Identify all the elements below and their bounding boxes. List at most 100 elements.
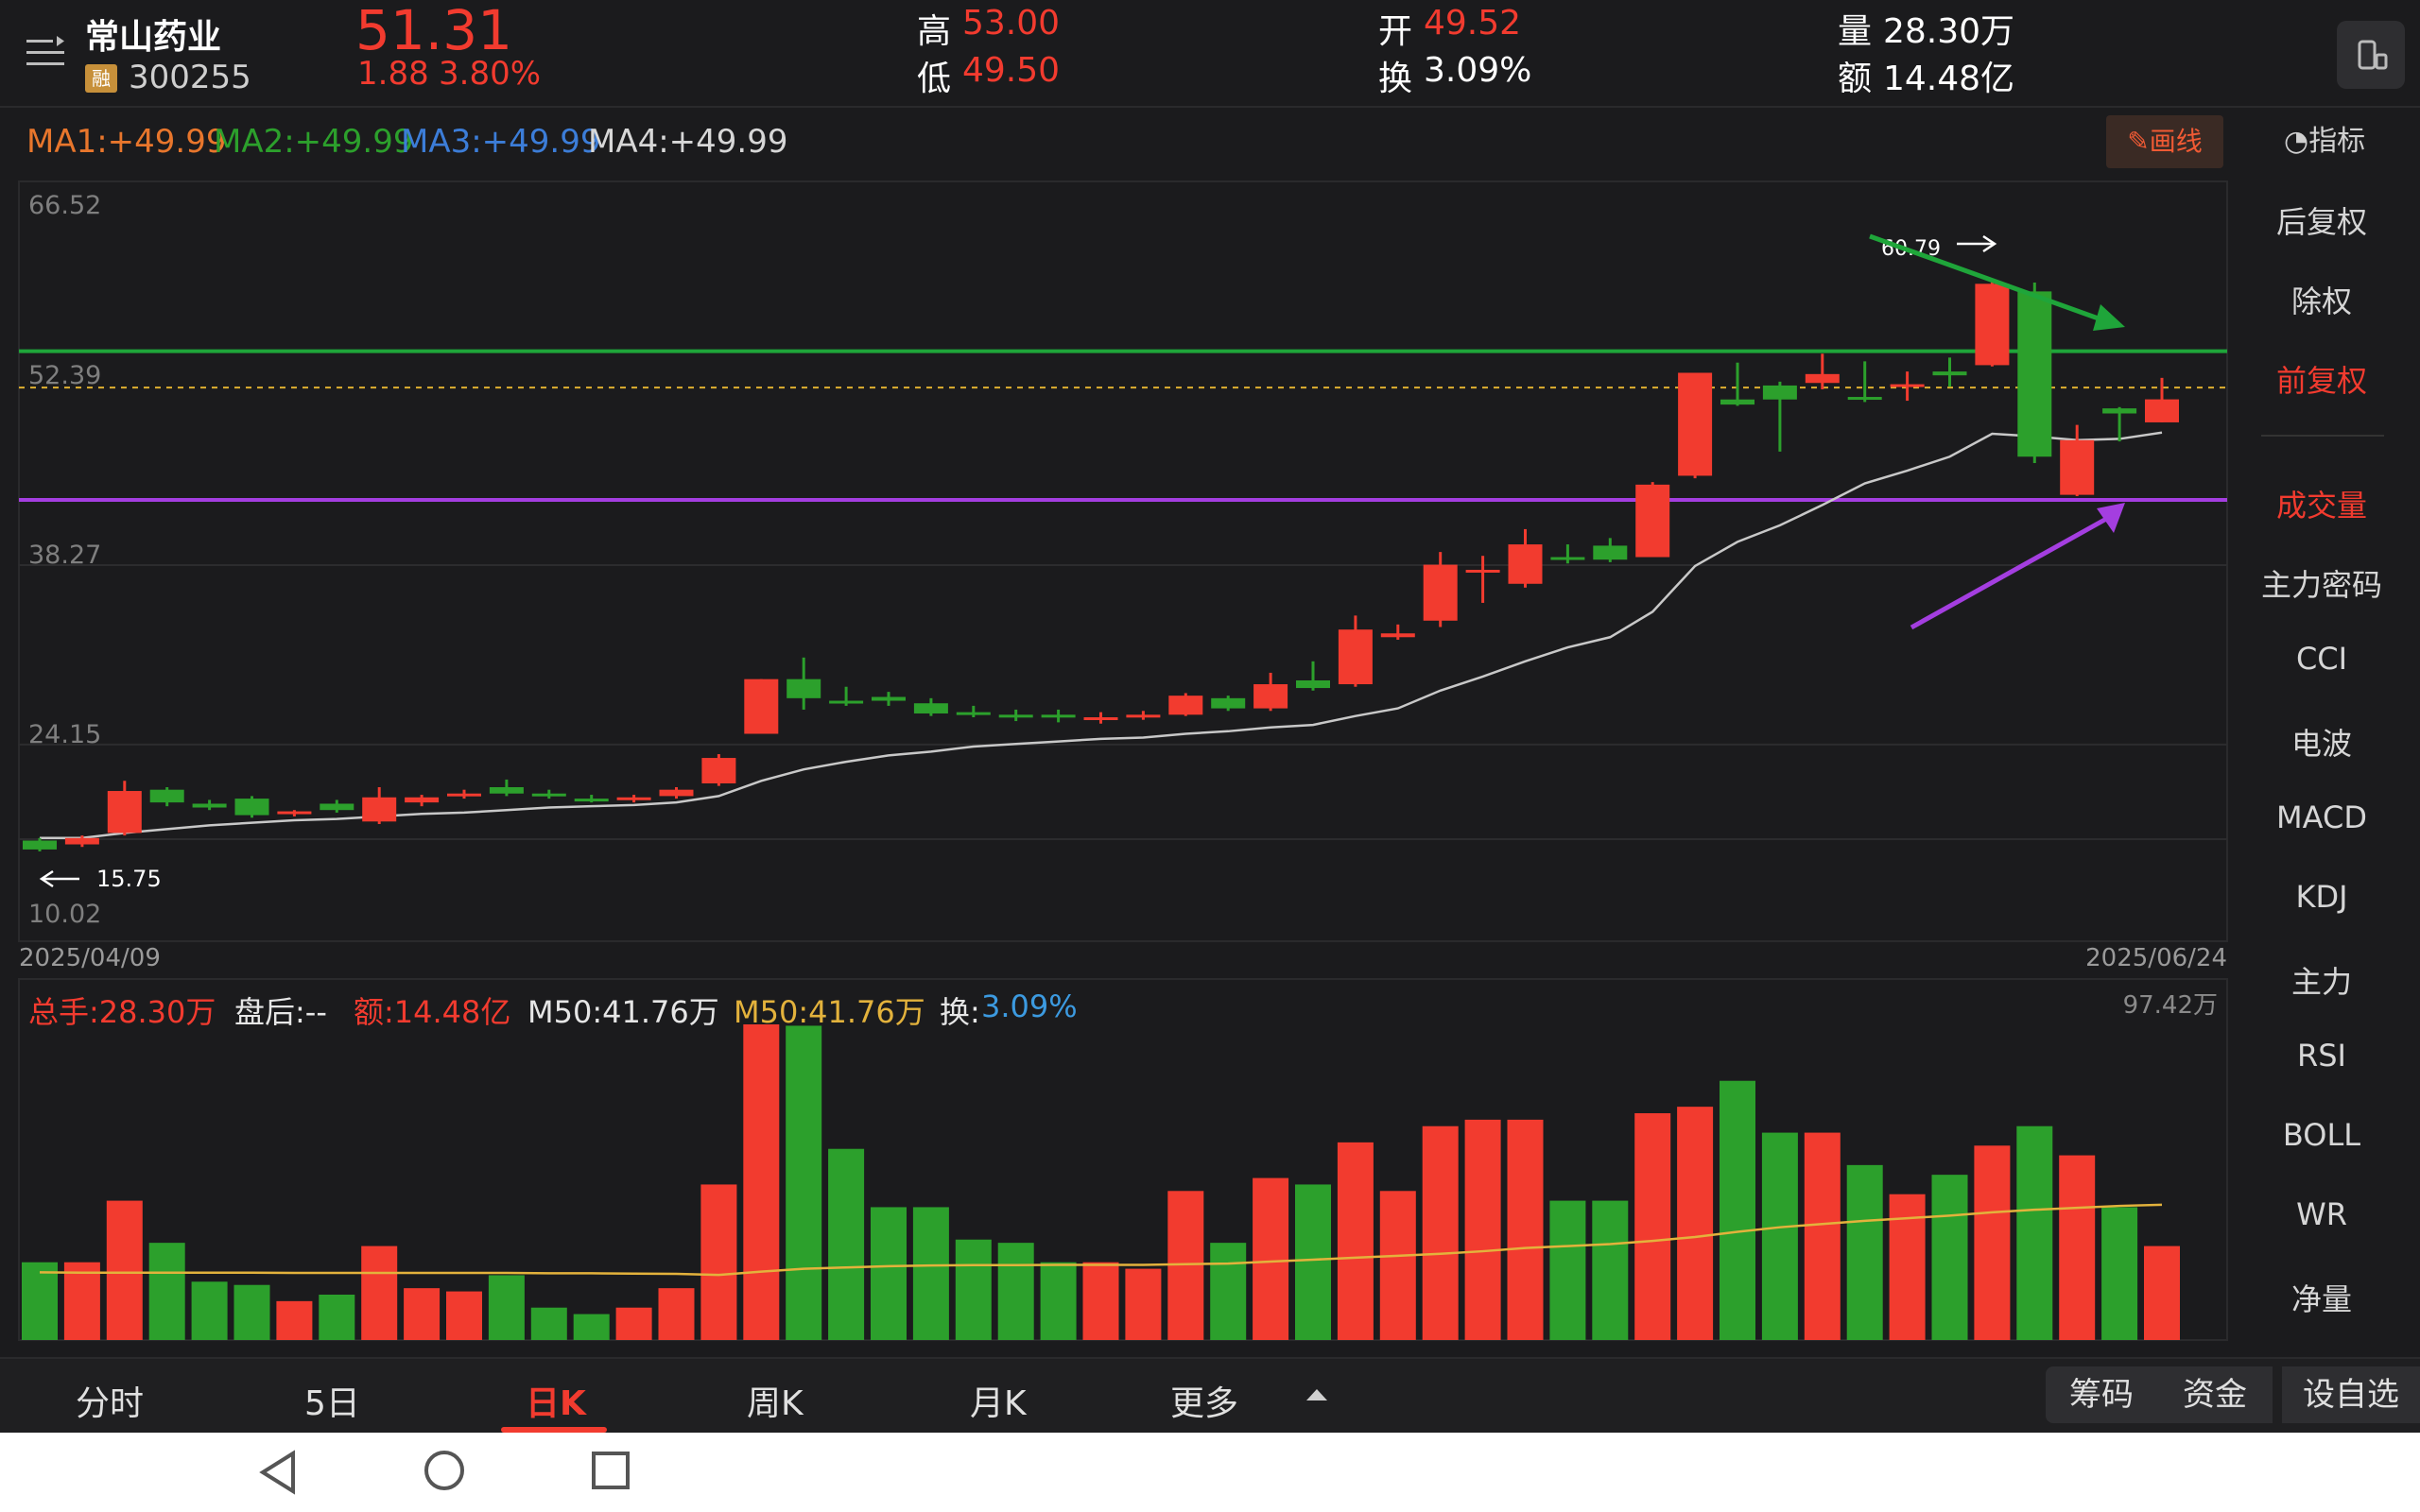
indicator-sidebar: 后复权 除权 前复权 成交量 主力密码 CCI 电波 MACD KDJ 主力 R… bbox=[2242, 174, 2420, 1361]
candle-body bbox=[1126, 714, 1161, 718]
price-grid bbox=[19, 387, 2227, 840]
candle-body bbox=[1805, 373, 1840, 384]
moving-average bbox=[40, 431, 2163, 840]
tab-monthly-k[interactable]: 月K bbox=[970, 1384, 1027, 1423]
sidebar-item-forward-adjusted[interactable]: 前复权 bbox=[2275, 363, 2367, 399]
candle bbox=[192, 799, 227, 811]
candle bbox=[1847, 361, 1882, 403]
y-tick-label: 38.27 bbox=[28, 541, 101, 570]
volume-bar bbox=[1040, 1262, 1077, 1340]
volume-bar bbox=[233, 1284, 270, 1340]
capital-button[interactable]: 资金 bbox=[2183, 1376, 2247, 1414]
candle bbox=[1762, 381, 1797, 452]
back-triangle-icon[interactable] bbox=[257, 1450, 299, 1495]
volume-bar bbox=[1677, 1107, 1714, 1340]
y-axis-labels: 66.52 52.39 38.27 24.15 10.02 bbox=[28, 191, 101, 929]
sidebar-divider bbox=[2261, 435, 2384, 437]
volume-series bbox=[22, 1024, 2180, 1340]
sidebar-item-cci[interactable]: CCI bbox=[2295, 641, 2348, 677]
caret-up-icon[interactable] bbox=[1305, 1385, 1329, 1404]
volume-bar bbox=[871, 1207, 907, 1340]
candle-body bbox=[1508, 544, 1543, 584]
purple-trend-arrow bbox=[1910, 515, 2110, 630]
volume-bar bbox=[2144, 1246, 2180, 1340]
screen-rotate-button[interactable] bbox=[2337, 21, 2405, 89]
volume-bar bbox=[658, 1288, 695, 1340]
candle bbox=[405, 795, 440, 807]
candle bbox=[64, 835, 99, 848]
candle-body bbox=[1423, 564, 1458, 621]
ma2-legend: MA2:+49.99 bbox=[214, 123, 414, 161]
candle bbox=[234, 796, 269, 818]
volume-bar bbox=[1931, 1175, 1968, 1340]
sidebar-item-net-volume[interactable]: 净量 bbox=[2290, 1281, 2352, 1317]
candle-body bbox=[829, 700, 864, 704]
sidebar-item-main-force[interactable]: 主力 bbox=[2290, 964, 2352, 1000]
system-nav-bar bbox=[0, 1433, 2420, 1512]
sidebar-item-wave[interactable]: 电波 bbox=[2290, 726, 2352, 762]
volume-bar bbox=[912, 1207, 949, 1340]
draw-line-button[interactable]: ✎画线 bbox=[2106, 115, 2223, 168]
period-tabbar: 分时 5日 日K 周K 月K 更多 筹码 资金 设自选 bbox=[0, 1357, 2420, 1435]
tab-weekly-k[interactable]: 周K bbox=[747, 1384, 804, 1423]
sidebar-item-wr[interactable]: WR bbox=[2296, 1196, 2347, 1232]
volume-bar bbox=[2101, 1207, 2138, 1340]
chips-resource-group bbox=[2046, 1366, 2273, 1423]
price-panel-frame bbox=[18, 180, 2228, 942]
candle-body bbox=[362, 797, 397, 822]
turnover-legend-label: 换: bbox=[940, 994, 980, 1030]
candle bbox=[1083, 712, 1118, 724]
sidebar-item-back-adjusted[interactable]: 后复权 bbox=[2275, 204, 2367, 240]
green-arrow-head bbox=[2093, 304, 2125, 331]
m50-legend-a: M50:41.76万 bbox=[527, 994, 719, 1030]
candle-body bbox=[531, 793, 566, 797]
volume-bar bbox=[1295, 1184, 1331, 1340]
tab-intraday[interactable]: 分时 bbox=[76, 1384, 145, 1423]
price-change: 1.88 bbox=[357, 55, 429, 93]
candle-body bbox=[447, 793, 481, 797]
candle-body bbox=[149, 789, 184, 803]
volume-bar bbox=[319, 1295, 355, 1340]
home-circle-icon[interactable] bbox=[422, 1448, 467, 1493]
pencil-icon: ✎ bbox=[2127, 126, 2150, 157]
candle-body bbox=[574, 799, 609, 802]
gauge-icon: ◔ bbox=[2284, 125, 2309, 158]
tab-more[interactable]: 更多 bbox=[1170, 1384, 1239, 1423]
sidebar-item-boll[interactable]: BOLL bbox=[2282, 1117, 2361, 1153]
candle bbox=[1890, 371, 1925, 402]
candle bbox=[1720, 362, 1754, 406]
candle-body bbox=[320, 803, 354, 811]
chips-button[interactable]: 筹码 bbox=[2069, 1376, 2134, 1414]
sidebar-item-rsi[interactable]: RSI bbox=[2297, 1038, 2346, 1074]
sidebar-item-main-force-code[interactable]: 主力密码 bbox=[2260, 567, 2382, 603]
candle-body bbox=[1041, 714, 1076, 718]
candle bbox=[744, 679, 779, 734]
ma3-legend: MA3:+49.99 bbox=[401, 123, 601, 161]
indicator-header[interactable]: ◔指标 bbox=[2284, 117, 2365, 159]
candle-body bbox=[489, 786, 524, 794]
add-watchlist-button[interactable]: 设自选 bbox=[2282, 1366, 2420, 1423]
menu-icon[interactable] bbox=[25, 32, 66, 74]
candle bbox=[2102, 406, 2137, 442]
turnover-label: 换 bbox=[1378, 60, 1413, 98]
candle bbox=[1338, 615, 1373, 687]
sidebar-item-ex-rights[interactable]: 除权 bbox=[2290, 284, 2352, 319]
candle-body bbox=[405, 797, 440, 803]
recents-square-icon[interactable] bbox=[590, 1450, 631, 1491]
sidebar-item-kdj[interactable]: KDJ bbox=[2295, 879, 2348, 915]
candle bbox=[1296, 661, 1330, 691]
volume-bar bbox=[1761, 1132, 1798, 1340]
volume-bar bbox=[700, 1184, 737, 1340]
kline-chart[interactable]: 66.52 52.39 38.27 24.15 10.02 60.7915.75 202… bbox=[0, 0, 2242, 1357]
tab-daily-k[interactable]: 日K bbox=[526, 1384, 586, 1423]
volume-bar bbox=[1422, 1125, 1459, 1340]
sidebar-item-macd[interactable]: MACD bbox=[2276, 799, 2367, 835]
tab-5day[interactable]: 5日 bbox=[304, 1384, 360, 1423]
candle bbox=[1678, 372, 1713, 479]
candle-body bbox=[1211, 697, 1246, 709]
volume-bar bbox=[1592, 1200, 1629, 1340]
volume-ma-line bbox=[39, 1203, 2163, 1277]
candle-body bbox=[1253, 684, 1288, 709]
sidebar-item-volume[interactable]: 成交量 bbox=[2275, 488, 2367, 524]
candle bbox=[872, 692, 906, 706]
